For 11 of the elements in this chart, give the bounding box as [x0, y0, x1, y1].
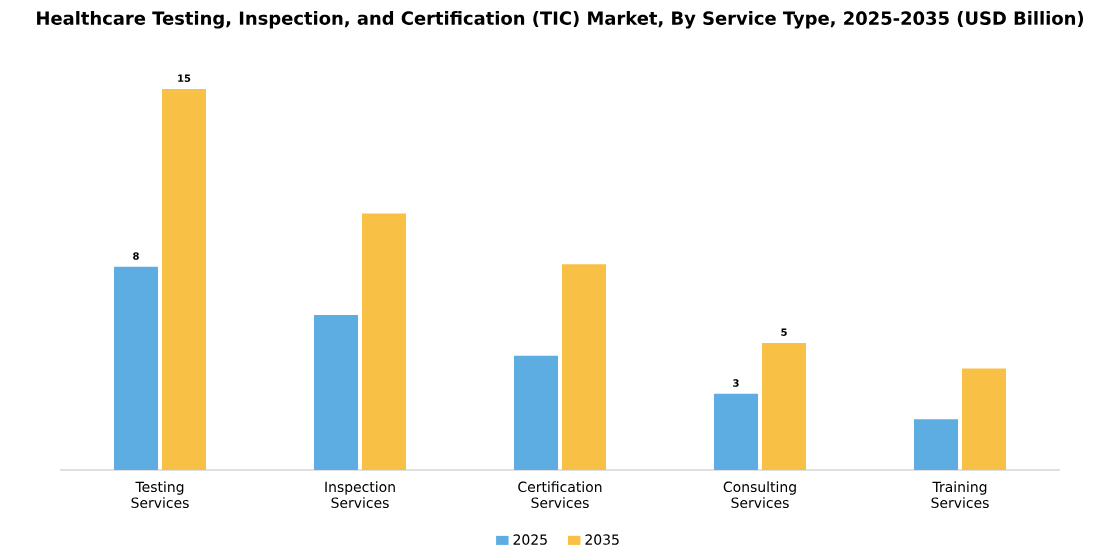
- bar: [362, 213, 406, 470]
- bar: [762, 343, 806, 470]
- bar: [714, 393, 758, 470]
- bar: [314, 315, 358, 470]
- bar: [962, 368, 1006, 470]
- bar: [514, 355, 558, 470]
- chart-title: Healthcare Testing, Inspection, and Certification (TIC) Market, By Service Type, 2025-2035 (USD Billion): [37, 11, 1084, 29]
- bar: [114, 266, 158, 470]
- bar: [562, 264, 606, 470]
- bar: [162, 89, 206, 470]
- bar: [914, 419, 958, 470]
